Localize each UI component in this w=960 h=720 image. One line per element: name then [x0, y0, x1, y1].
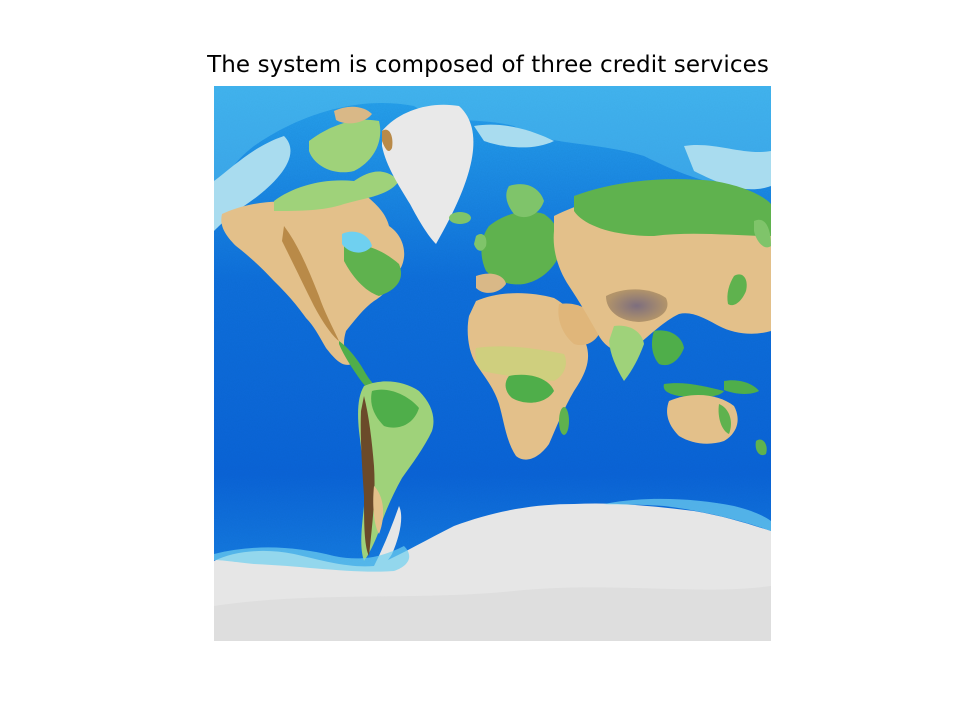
indonesia: [663, 383, 724, 398]
japan: [727, 274, 747, 306]
world-map: [214, 86, 771, 641]
sahel: [475, 346, 566, 381]
tibetan-plateau: [606, 289, 668, 322]
australia-east: [718, 404, 731, 434]
new-zealand: [755, 439, 767, 456]
siberia: [574, 179, 771, 236]
scandinavia: [506, 184, 544, 218]
sea-ice: [214, 136, 291, 231]
canadian-arctic-islands: [309, 119, 381, 173]
europe: [481, 211, 561, 285]
antarctica-shading: [214, 586, 771, 641]
amazon: [371, 389, 419, 428]
kamchatka: [754, 219, 771, 248]
antarctic-peninsula: [374, 506, 402, 568]
north-america-east: [344, 244, 402, 296]
map-title: The system is composed of three credit s…: [207, 52, 769, 78]
sea-ice: [684, 144, 771, 190]
greenland: [382, 104, 474, 244]
canada-north: [274, 171, 399, 211]
madagascar: [559, 407, 569, 435]
iberia: [476, 273, 506, 293]
antarctic-shelf: [604, 498, 771, 531]
new-guinea: [724, 380, 759, 394]
southeast-asia: [651, 330, 684, 366]
andes: [360, 396, 375, 556]
canadian-arctic-islands: [334, 106, 372, 124]
sea-ice: [474, 124, 554, 148]
iceland: [449, 212, 471, 224]
arctic-shelf: [214, 86, 771, 196]
antarctic-shelf: [214, 546, 410, 572]
britain: [474, 234, 487, 251]
hudson-bay: [342, 231, 372, 253]
greenland-coast: [382, 129, 393, 151]
rockies: [282, 226, 339, 341]
world-relief-map: [214, 86, 771, 641]
north-america: [221, 184, 405, 365]
patagonia: [373, 486, 384, 534]
india: [609, 325, 644, 381]
congo: [505, 374, 554, 403]
